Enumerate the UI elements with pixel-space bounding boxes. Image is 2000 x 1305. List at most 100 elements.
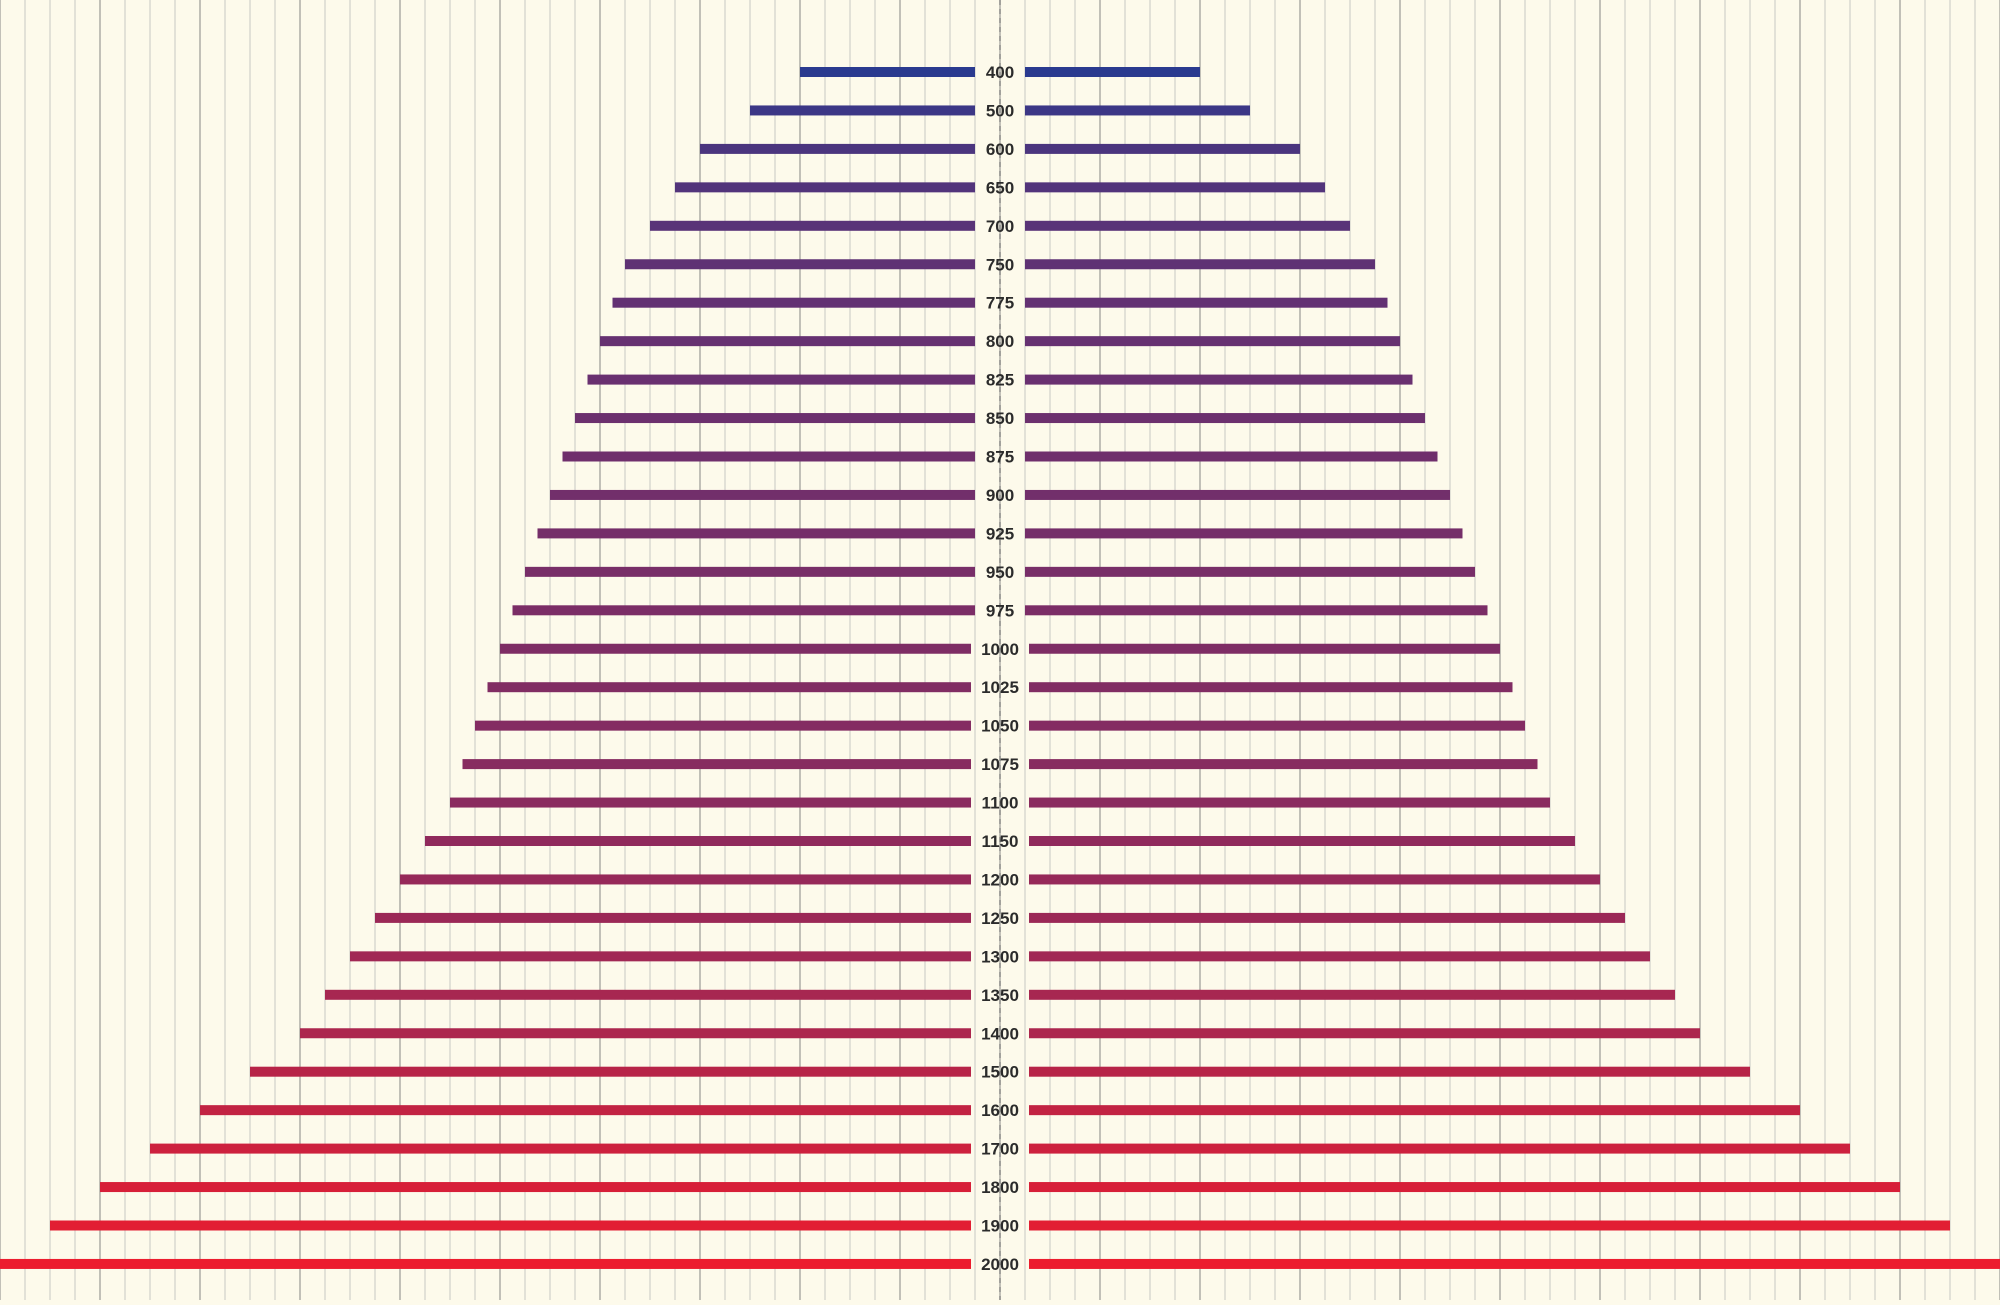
bar-right-800 (1025, 336, 1400, 347)
bar-right-1400 (1029, 1028, 1700, 1039)
bar-right-875 (1025, 451, 1438, 462)
category-label: 925 (986, 524, 1014, 543)
bar-left-1025 (487, 682, 971, 693)
bar-left-1075 (462, 759, 971, 770)
category-label: 600 (986, 140, 1014, 159)
category-label: 850 (986, 409, 1014, 428)
bar-right-1025 (1029, 682, 1513, 693)
bar-right-1100 (1029, 797, 1550, 808)
bar-right-1800 (1029, 1182, 1900, 1193)
bars (0, 67, 2000, 1269)
bar-left-875 (562, 451, 975, 462)
bar-left-825 (587, 374, 975, 385)
category-label: 1400 (981, 1024, 1019, 1043)
category-label: 1025 (981, 678, 1019, 697)
category-label: 1100 (982, 794, 1019, 813)
category-label: 1075 (981, 755, 1019, 774)
bar-right-500 (1025, 105, 1250, 116)
category-label: 700 (986, 217, 1014, 236)
bar-right-750 (1025, 259, 1375, 270)
bar-left-950 (525, 566, 975, 577)
category-label: 1200 (981, 870, 1019, 889)
bar-left-1350 (325, 989, 971, 1000)
bar-left-1500 (250, 1066, 971, 1077)
bar-right-1200 (1029, 874, 1600, 885)
category-label: 950 (986, 563, 1014, 582)
category-label: 1250 (981, 909, 1019, 928)
bar-right-1250 (1029, 912, 1625, 923)
bar-left-1050 (475, 720, 971, 731)
bar-left-1150 (425, 836, 971, 846)
bar-left-900 (550, 489, 975, 500)
bar-right-850 (1025, 413, 1425, 424)
bar-left-1000 (500, 643, 971, 654)
bar-left-400 (800, 67, 975, 77)
category-label: 1800 (981, 1178, 1019, 1197)
category-label: 975 (986, 601, 1014, 620)
bar-right-1350 (1029, 989, 1675, 1000)
bar-right-650 (1025, 182, 1325, 193)
bar-left-1300 (350, 951, 971, 962)
category-label: 1700 (981, 1140, 1019, 1159)
category-label: 775 (986, 294, 1014, 313)
bar-left-1200 (400, 874, 971, 885)
category-label: 900 (986, 486, 1014, 505)
category-label: 1300 (981, 947, 1019, 966)
category-label: 2000 (981, 1255, 1019, 1274)
bar-right-1600 (1029, 1105, 1800, 1116)
bar-right-1900 (1029, 1220, 1950, 1231)
bar-right-1300 (1029, 951, 1650, 962)
bar-right-600 (1025, 143, 1300, 154)
category-label: 400 (986, 63, 1014, 82)
bar-right-400 (1025, 67, 1200, 77)
bar-left-975 (512, 605, 975, 616)
bar-left-775 (612, 297, 975, 308)
bar-left-750 (625, 259, 975, 270)
bar-left-1800 (100, 1182, 971, 1193)
bar-left-1700 (150, 1143, 971, 1154)
bar-right-1075 (1029, 759, 1538, 770)
bar-right-825 (1025, 374, 1413, 385)
bar-left-800 (600, 336, 975, 347)
category-label: 750 (986, 255, 1014, 274)
bar-left-1400 (300, 1028, 971, 1039)
bar-right-700 (1025, 220, 1350, 231)
category-label: 875 (986, 448, 1014, 467)
bar-right-1500 (1029, 1066, 1750, 1077)
bar-right-775 (1025, 297, 1388, 308)
bar-left-700 (650, 220, 975, 231)
category-label: 1150 (982, 832, 1019, 851)
category-label: 800 (986, 332, 1014, 351)
bar-right-900 (1025, 489, 1450, 500)
bar-right-950 (1025, 566, 1475, 577)
bar-left-500 (750, 105, 975, 116)
category-label: 1000 (981, 640, 1019, 659)
category-label: 1900 (981, 1217, 1019, 1236)
category-labels: 400 500 600 650 700 750 775 800 825 850 875 900 925 9… (981, 63, 1019, 1274)
category-label: 650 (986, 178, 1014, 197)
category-label: 500 (986, 101, 1014, 120)
bar-right-1000 (1029, 643, 1500, 654)
bar-left-1900 (50, 1220, 971, 1231)
bar-right-975 (1025, 605, 1488, 616)
bar-left-650 (675, 182, 975, 193)
category-label: 1600 (981, 1101, 1019, 1120)
bar-left-2000 (0, 1258, 971, 1269)
category-label: 1350 (981, 986, 1019, 1005)
bar-right-1700 (1029, 1143, 1850, 1154)
bar-right-925 (1025, 528, 1463, 539)
bar-left-600 (700, 143, 975, 154)
bar-right-1150 (1029, 836, 1575, 846)
category-label: 1050 (981, 717, 1019, 736)
bar-right-2000 (1029, 1258, 2000, 1269)
bar-left-1600 (200, 1105, 971, 1116)
bar-left-850 (575, 413, 975, 424)
category-label: 825 (986, 371, 1014, 390)
bar-left-1250 (375, 912, 971, 923)
category-label: 1500 (981, 1063, 1019, 1082)
bar-left-1100 (450, 797, 971, 808)
bar-left-925 (537, 528, 975, 539)
